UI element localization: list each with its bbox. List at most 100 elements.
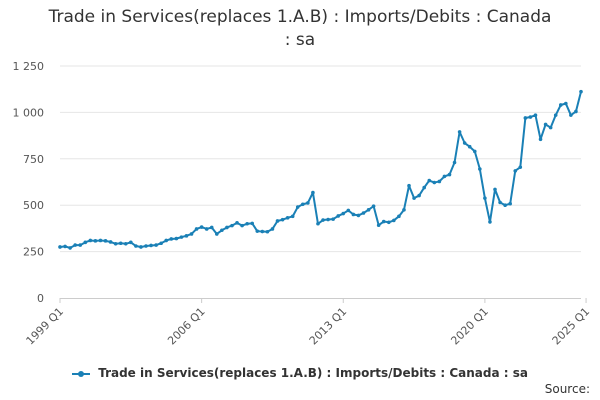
data-point[interactable] [58, 245, 62, 249]
data-point[interactable] [412, 196, 416, 200]
data-point[interactable] [189, 232, 194, 236]
data-point[interactable] [467, 144, 472, 149]
data-point[interactable] [548, 125, 553, 130]
data-point[interactable] [300, 202, 305, 207]
data-point[interactable] [240, 223, 244, 228]
legend[interactable]: Trade in Services(replaces 1.A.B) : Impo… [0, 366, 600, 380]
data-point[interactable] [306, 201, 310, 205]
data-point[interactable] [346, 208, 351, 213]
data-point[interactable] [225, 225, 229, 230]
data-point[interactable] [118, 241, 123, 246]
data-point[interactable] [63, 244, 67, 249]
data-point[interactable] [265, 229, 270, 234]
data-point[interactable] [83, 240, 88, 245]
data-point[interactable] [179, 235, 184, 239]
data-point[interactable] [513, 169, 518, 173]
data-point[interactable] [543, 122, 548, 127]
data-point[interactable] [154, 243, 158, 247]
data-point[interactable] [528, 115, 533, 119]
data-point[interactable] [149, 243, 153, 248]
data-point[interactable] [73, 243, 77, 247]
data-point[interactable] [199, 225, 204, 229]
data-point[interactable] [498, 200, 502, 205]
data-point[interactable] [558, 103, 563, 107]
data-point[interactable] [356, 213, 361, 218]
data-point[interactable] [280, 217, 285, 222]
data-point[interactable] [169, 237, 174, 241]
data-point[interactable] [371, 204, 376, 208]
data-point[interactable] [245, 221, 249, 226]
data-point[interactable] [381, 219, 386, 224]
data-point[interactable] [295, 205, 300, 209]
data-point[interactable] [230, 223, 234, 228]
data-point[interactable] [139, 245, 143, 249]
data-point[interactable] [285, 216, 290, 220]
data-point[interactable] [88, 238, 93, 243]
data-point[interactable] [447, 172, 452, 177]
data-point[interactable] [361, 211, 366, 215]
data-point[interactable] [422, 185, 426, 190]
data-point[interactable] [508, 201, 512, 206]
data-point[interactable] [366, 208, 371, 212]
data-point[interactable] [215, 232, 219, 236]
data-point[interactable] [316, 221, 320, 226]
data-point[interactable] [144, 244, 148, 248]
data-point[interactable] [255, 229, 260, 233]
data-point[interactable] [392, 218, 396, 223]
data-point[interactable] [123, 242, 128, 246]
data-point[interactable] [209, 225, 214, 230]
data-point[interactable] [194, 227, 199, 231]
data-point[interactable] [134, 244, 138, 248]
data-point[interactable] [488, 220, 492, 224]
data-point[interactable] [351, 212, 356, 217]
data-point[interactable] [68, 246, 72, 250]
data-point[interactable] [184, 234, 189, 238]
data-point[interactable] [321, 218, 325, 222]
data-point[interactable] [275, 219, 280, 223]
data-point[interactable] [311, 190, 315, 195]
data-point[interactable] [518, 165, 523, 169]
data-point[interactable] [93, 239, 98, 243]
data-point[interactable] [407, 183, 411, 188]
data-point[interactable] [220, 228, 224, 233]
data-point[interactable] [113, 242, 118, 246]
data-point[interactable] [402, 208, 406, 212]
data-point[interactable] [108, 240, 113, 244]
data-point[interactable] [270, 227, 275, 231]
data-point[interactable] [427, 178, 432, 183]
data-point[interactable] [478, 167, 482, 171]
data-point[interactable] [538, 137, 543, 142]
data-point[interactable] [483, 196, 487, 200]
data-point[interactable] [129, 240, 133, 245]
data-point[interactable] [579, 89, 583, 94]
data-point[interactable] [331, 217, 335, 221]
data-point[interactable] [452, 160, 457, 165]
data-point[interactable] [290, 214, 295, 219]
data-point[interactable] [493, 187, 497, 192]
data-point[interactable] [341, 211, 346, 216]
data-point[interactable] [103, 239, 108, 243]
data-point[interactable] [386, 220, 391, 225]
data-point[interactable] [260, 229, 265, 234]
data-point[interactable] [523, 116, 528, 120]
data-point[interactable] [553, 113, 558, 117]
data-point[interactable] [462, 141, 467, 145]
data-point[interactable] [417, 193, 421, 198]
data-point[interactable] [457, 130, 462, 134]
data-point[interactable] [574, 109, 578, 114]
data-point[interactable] [174, 236, 179, 241]
data-point[interactable] [533, 113, 538, 117]
data-point[interactable] [235, 221, 239, 225]
data-point[interactable] [164, 238, 169, 243]
data-point[interactable] [432, 180, 437, 185]
data-point[interactable] [78, 243, 83, 247]
data-point[interactable] [376, 223, 381, 228]
data-point[interactable] [442, 174, 447, 179]
data-point[interactable] [569, 113, 573, 117]
data-point[interactable] [472, 149, 477, 154]
data-point[interactable] [397, 214, 401, 219]
data-point[interactable] [250, 221, 255, 226]
data-point[interactable] [336, 214, 341, 218]
data-point[interactable] [503, 203, 507, 207]
data-point[interactable] [437, 179, 442, 184]
